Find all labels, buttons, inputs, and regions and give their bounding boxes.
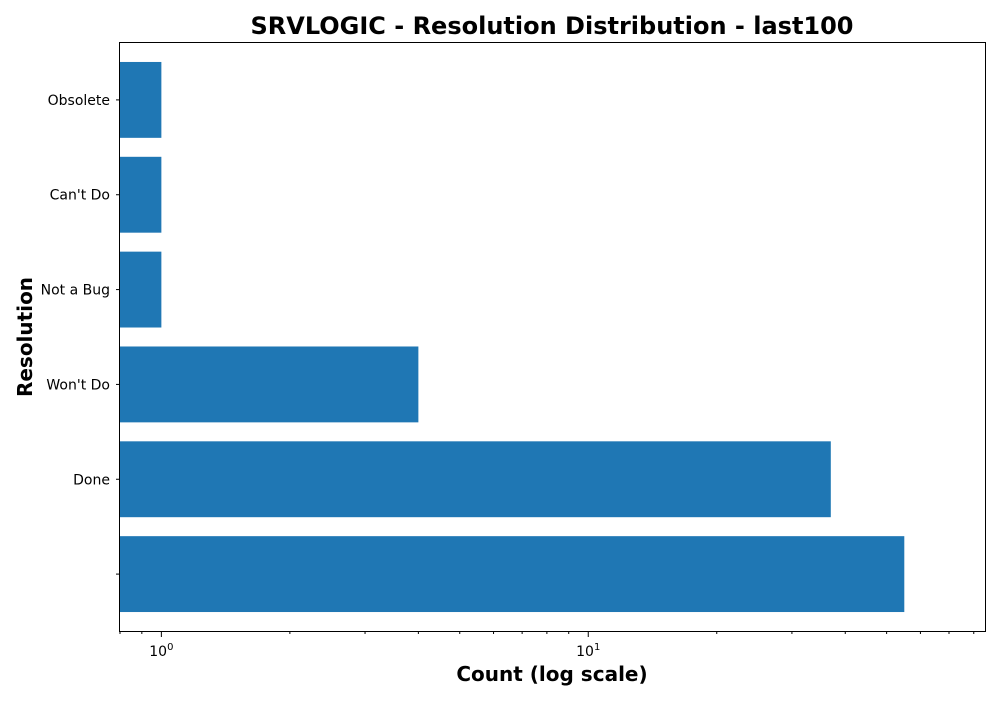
x-tick-label: 100 <box>149 642 173 660</box>
bar-3 <box>120 251 162 328</box>
bar-2 <box>120 346 419 423</box>
bars-layer <box>120 61 905 613</box>
bar-4 <box>120 156 162 233</box>
chart-title: SRVLOGIC - Resolution Distribution - las… <box>250 12 853 40</box>
y-tick-label: Obsolete <box>48 93 110 109</box>
y-axis-ticks: Done Won't Do Not a Bug Can't Do Obsolete <box>41 93 120 575</box>
y-axis-label: Resolution <box>13 277 37 397</box>
y-tick-label: Won't Do <box>46 377 110 393</box>
x-tick-label: 101 <box>576 642 600 660</box>
y-tick-label: Done <box>73 472 110 488</box>
x-axis-ticks: 100 101 <box>119 631 975 660</box>
bar-1 <box>120 441 831 518</box>
plot-frame <box>119 42 986 632</box>
y-tick-label: Can't Do <box>50 188 110 204</box>
bar-5 <box>120 61 162 138</box>
bar-0 <box>120 536 905 613</box>
x-axis-label: Count (log scale) <box>456 662 647 686</box>
y-tick-label: Not a Bug <box>41 283 110 299</box>
